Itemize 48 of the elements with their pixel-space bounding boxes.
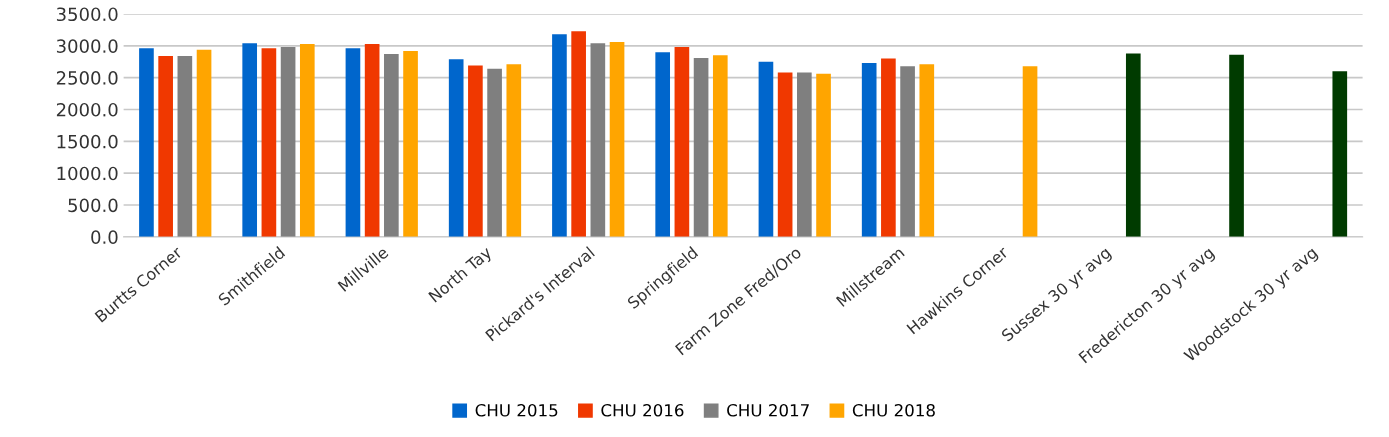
legend-label: CHU 2017 [727, 403, 809, 417]
bar [881, 58, 896, 237]
y-tick-label: 2500.0 [56, 71, 118, 85]
bar [177, 56, 193, 237]
bar [1332, 71, 1348, 237]
bar [655, 52, 671, 237]
bar [448, 59, 464, 237]
legend-label: CHU 2018 [852, 403, 935, 417]
bar [242, 43, 258, 237]
bar [758, 61, 774, 237]
y-tick-label: 500.0 [68, 198, 118, 213]
bar [364, 43, 380, 237]
bar [861, 63, 877, 237]
bar [552, 34, 567, 237]
bar [158, 56, 173, 237]
bar [1229, 54, 1244, 237]
bar [609, 42, 625, 237]
legend-label: CHU 2016 [601, 403, 684, 417]
bar [712, 55, 728, 237]
legend-label: CHU 2015 [475, 403, 558, 417]
bar [261, 48, 277, 237]
bar [590, 43, 606, 237]
bar [487, 68, 502, 237]
bar [196, 49, 212, 237]
y-tick-label: 0.0 [91, 230, 118, 244]
bar [506, 64, 522, 237]
bar [777, 72, 793, 237]
bar [571, 31, 586, 237]
bar [919, 64, 935, 237]
bar [1022, 66, 1038, 237]
bar [674, 47, 690, 237]
y-tick-label: 1000.0 [57, 166, 118, 181]
y-tick-label: 3000.0 [56, 39, 118, 53]
bar [468, 65, 483, 237]
bar [403, 50, 418, 237]
bar [797, 72, 812, 237]
bar [299, 43, 315, 237]
bar [816, 73, 831, 237]
bar [384, 54, 399, 237]
bar [900, 66, 915, 237]
bar [345, 48, 361, 237]
bar [1125, 53, 1141, 237]
y-tick-label: 2000.0 [56, 102, 118, 117]
y-tick-label: 3500.0 [56, 7, 118, 22]
bar [693, 57, 709, 237]
bar [139, 48, 154, 237]
y-tick-label: 1500.0 [57, 134, 118, 149]
bar [280, 47, 296, 237]
